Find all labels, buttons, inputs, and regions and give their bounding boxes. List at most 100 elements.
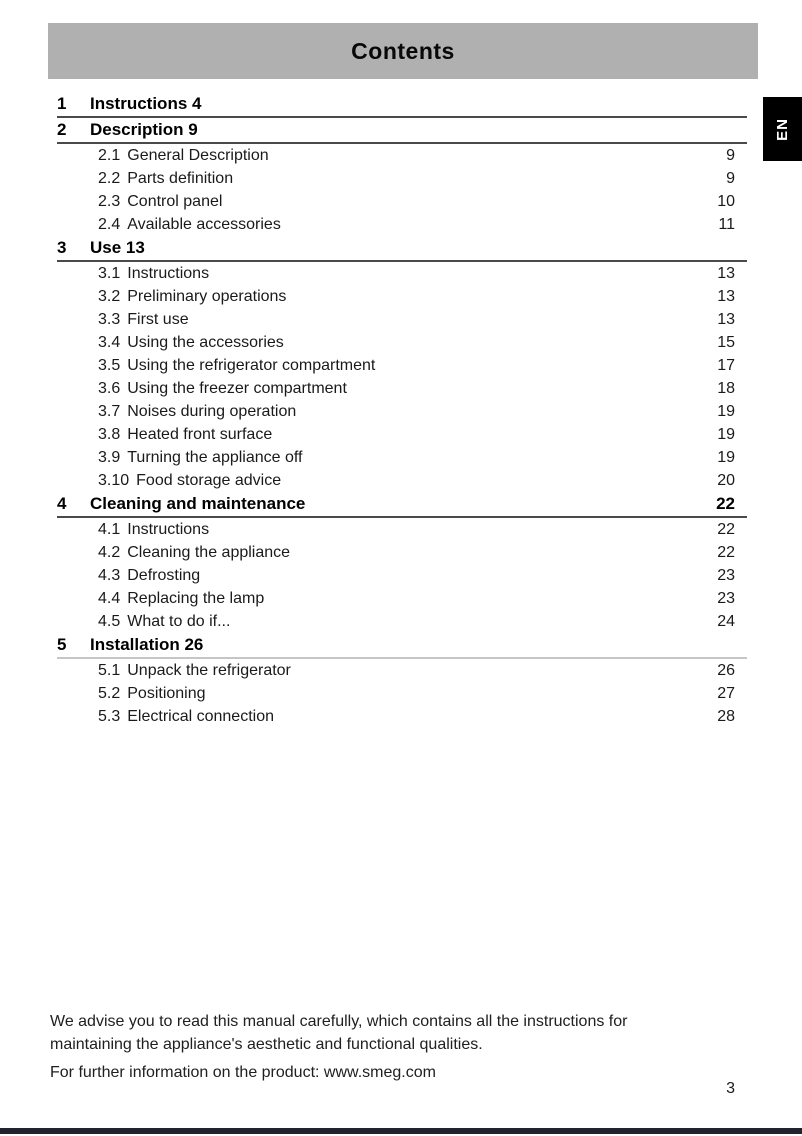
toc-item-title: Heated front surface xyxy=(127,426,273,443)
toc-item-title: Control panel xyxy=(127,193,223,210)
toc-item-number: 3.8 xyxy=(98,426,121,443)
toc-item-title: Defrosting xyxy=(127,567,201,584)
toc-section-title: Cleaning and maintenance xyxy=(90,494,306,513)
toc-item-page: 19 xyxy=(717,403,735,420)
language-tab-en: EN xyxy=(763,97,802,161)
toc-item-title: What to do if... xyxy=(127,613,231,630)
toc-item-page: 17 xyxy=(717,357,735,374)
section-rule xyxy=(57,657,747,659)
toc-item-number: 3.7 xyxy=(98,403,121,420)
toc-item[interactable]: 3.5 Using the refrigerator compartment 17 xyxy=(57,354,735,377)
toc-item-title: Noises during operation xyxy=(127,403,297,420)
toc-item[interactable]: 3.2 Preliminary operations 13 xyxy=(57,285,735,308)
toc-section-title: Use 13 xyxy=(90,238,145,257)
toc-item-page: 28 xyxy=(717,708,735,725)
toc-item-page: 13 xyxy=(717,311,735,328)
toc-section-page: 22 xyxy=(716,494,735,513)
toc-section-instructions[interactable]: 1 Instructions 4 xyxy=(57,92,735,116)
footer-advice-text: We advise you to read this manual carefu… xyxy=(50,1013,628,1053)
toc-item-title: Unpack the refrigerator xyxy=(127,662,291,679)
toc-item-title: Using the refrigerator compartment xyxy=(127,357,376,374)
toc-section-title: Instructions 4 xyxy=(90,94,202,113)
toc-section-cleaning[interactable]: 4 Cleaning and maintenance 22 xyxy=(57,492,735,516)
toc-section-number: 3 xyxy=(57,238,67,257)
toc-item-page: 22 xyxy=(717,544,735,561)
toc-item-page: 9 xyxy=(726,170,735,187)
toc-item-page: 27 xyxy=(717,685,735,702)
toc-item-number: 2.2 xyxy=(98,170,121,187)
toc-item[interactable]: 4.2 Cleaning the appliance 22 xyxy=(57,541,735,564)
toc-item-number: 5.2 xyxy=(98,685,121,702)
toc-item-title: General Description xyxy=(127,147,269,164)
toc-item-number: 4.5 xyxy=(98,613,121,630)
toc-item-title: Positioning xyxy=(127,685,206,702)
contents-banner: Contents xyxy=(48,23,758,79)
toc-section-title: Description 9 xyxy=(90,120,198,139)
language-tab-label: EN xyxy=(774,117,791,141)
toc-section-number: 4 xyxy=(57,494,67,513)
toc-item[interactable]: 3.6 Using the freezer compartment 18 xyxy=(57,377,735,400)
toc-item-page: 10 xyxy=(717,193,735,210)
toc-item-number: 3.6 xyxy=(98,380,121,397)
toc-item-title: Parts definition xyxy=(127,170,234,187)
toc-item-title: Electrical connection xyxy=(127,708,274,725)
toc-section-use[interactable]: 3 Use 13 xyxy=(57,236,735,260)
toc-item-title: Cleaning the appliance xyxy=(127,544,291,561)
toc-item-number: 3.3 xyxy=(98,311,121,328)
toc-item-number: 2.1 xyxy=(98,147,121,164)
toc-item[interactable]: 5.3 Electrical connection 28 xyxy=(57,705,735,728)
toc-item[interactable]: 3.10 Food storage advice 20 xyxy=(57,469,735,492)
toc-item-title: Instructions xyxy=(127,265,210,282)
toc-item[interactable]: 3.7 Noises during operation 19 xyxy=(57,400,735,423)
toc-item[interactable]: 4.4 Replacing the lamp 23 xyxy=(57,587,735,610)
toc-item-page: 15 xyxy=(717,334,735,351)
toc-item[interactable]: 3.9 Turning the appliance off 19 xyxy=(57,446,735,469)
toc-item-number: 4.4 xyxy=(98,590,121,607)
toc-item-number: 5.1 xyxy=(98,662,121,679)
footer-info-text: For further information on the product: … xyxy=(50,1064,436,1081)
toc-item-title: Using the freezer compartment xyxy=(127,380,347,397)
toc-item[interactable]: 3.3 First use 13 xyxy=(57,308,735,331)
toc-item[interactable]: 3.8 Heated front surface 19 xyxy=(57,423,735,446)
toc-section-description[interactable]: 2 Description 9 xyxy=(57,118,735,142)
toc-item-title: Turning the appliance off xyxy=(127,449,303,466)
toc-item[interactable]: 3.1 Instructions 13 xyxy=(57,262,735,285)
toc-item-title: Preliminary operations xyxy=(127,288,287,305)
footer-rule xyxy=(0,1128,802,1134)
toc-item-number: 3.2 xyxy=(98,288,121,305)
section-rule xyxy=(57,116,747,118)
toc-item-number: 3.9 xyxy=(98,449,121,466)
toc-item-page: 24 xyxy=(717,613,735,630)
toc-item-number: 2.4 xyxy=(98,216,121,233)
toc-item-number: 2.3 xyxy=(98,193,121,210)
toc-item[interactable]: 4.3 Defrosting 23 xyxy=(57,564,735,587)
page-title: Contents xyxy=(351,37,455,64)
toc-item-title: Available accessories xyxy=(127,216,281,233)
toc-item-number: 3.5 xyxy=(98,357,121,374)
toc-item[interactable]: 2.2 Parts definition 9 xyxy=(57,167,735,190)
toc-item[interactable]: 2.3 Control panel 10 xyxy=(57,190,735,213)
toc-item[interactable]: 2.1 General Description 9 xyxy=(57,144,735,167)
toc-section-number: 2 xyxy=(57,120,67,139)
toc-item-title: Instructions xyxy=(127,521,210,538)
toc-item-number: 4.3 xyxy=(98,567,121,584)
table-of-contents: 1 Instructions 4 2 Description 9 2.1 Genera… xyxy=(57,92,747,728)
toc-item-page: 9 xyxy=(726,147,735,164)
toc-section-title: Installation 26 xyxy=(90,635,204,654)
section-rule xyxy=(57,260,747,262)
footer-note: We advise you to read this manual carefu… xyxy=(50,1010,705,1084)
toc-item[interactable]: 4.1 Instructions 22 xyxy=(57,518,735,541)
toc-item-page: 19 xyxy=(717,449,735,466)
toc-item-number: 5.3 xyxy=(98,708,121,725)
toc-item[interactable]: 5.1 Unpack the refrigerator 26 xyxy=(57,659,735,682)
toc-item[interactable]: 5.2 Positioning 27 xyxy=(57,682,735,705)
toc-section-installation[interactable]: 5 Installation 26 xyxy=(57,633,735,657)
toc-item[interactable]: 2.4 Available accessories 11 xyxy=(57,213,735,236)
section-rule xyxy=(57,142,747,144)
toc-item-page: 23 xyxy=(717,567,735,584)
toc-item-page: 26 xyxy=(717,662,735,679)
toc-item-number: 3.4 xyxy=(98,334,121,351)
toc-item[interactable]: 3.4 Using the accessories 15 xyxy=(57,331,735,354)
toc-item[interactable]: 4.5 What to do if... 24 xyxy=(57,610,735,633)
toc-item-number: 4.2 xyxy=(98,544,121,561)
